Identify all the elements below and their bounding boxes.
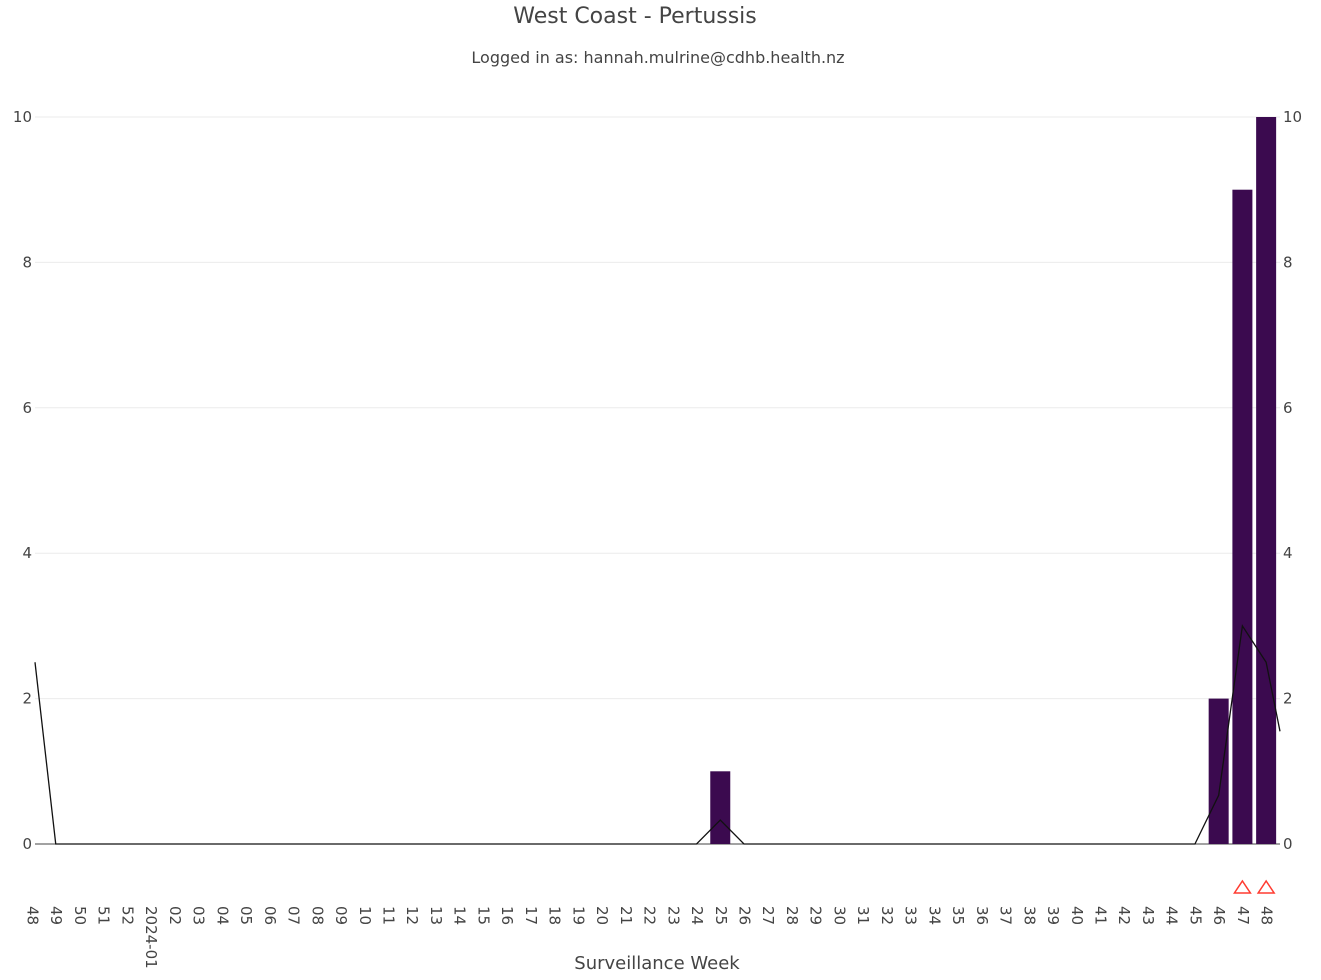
- y2-tick-label: 4: [1283, 544, 1293, 562]
- x-tick-label: 08: [308, 906, 326, 925]
- x-tick-label: 36: [973, 906, 991, 925]
- chart-subtitle: Logged in as: hannah.mulrine@cdhb.health…: [471, 48, 845, 67]
- y-tick-label: 4: [22, 544, 32, 562]
- x-tick-label: 41: [1092, 906, 1110, 925]
- x-tick-label: 47: [1234, 906, 1252, 925]
- x-tick-label: 50: [71, 906, 89, 925]
- y-tick-label: 8: [22, 253, 32, 271]
- x-tick-label: 2024-01: [142, 906, 160, 969]
- x-tick-label: 44: [1163, 906, 1181, 925]
- chart-title: West Coast - Pertussis: [513, 4, 757, 29]
- y-tick-label: 6: [22, 399, 32, 417]
- x-tick-label: 23: [664, 906, 682, 925]
- x-axis-title: Surveillance Week: [574, 953, 740, 974]
- x-tick-label: 04: [213, 906, 231, 925]
- y2-tick-label: 8: [1283, 253, 1293, 271]
- bar: [710, 771, 731, 844]
- x-tick-label: 02: [166, 906, 184, 925]
- x-tick-label: 33: [902, 906, 920, 925]
- y-tick-label: 0: [22, 835, 32, 853]
- x-tick-label: 16: [498, 906, 516, 925]
- x-tick-label: 48: [24, 906, 42, 925]
- x-tick-label: 42: [1115, 906, 1133, 925]
- x-tick-label: 46: [1210, 906, 1228, 925]
- x-tick-label: 14: [451, 906, 469, 925]
- x-tick-label: 48: [1258, 906, 1276, 925]
- bar: [1208, 698, 1229, 844]
- x-tick-label: 20: [593, 906, 611, 925]
- x-tick-label: 30: [830, 906, 848, 925]
- y2-tick-label: 10: [1283, 108, 1302, 126]
- alert-marker-icon: [1232, 879, 1252, 894]
- x-tick-label: 31: [854, 906, 872, 925]
- x-tick-label: 52: [118, 906, 136, 925]
- x-tick-label: 06: [261, 906, 279, 925]
- x-tick-label: 07: [285, 906, 303, 925]
- x-tick-label: 35: [949, 906, 967, 925]
- x-tick-label: 28: [783, 906, 801, 925]
- y-tick-label: 2: [22, 690, 32, 708]
- x-tick-label: 22: [641, 906, 659, 925]
- x-tick-label: 32: [878, 906, 896, 925]
- x-tick-label: 05: [237, 906, 255, 925]
- x-tick-label: 17: [522, 906, 540, 925]
- x-tick-label: 13: [427, 906, 445, 925]
- trend-line: [34, 624, 1281, 845]
- alert-marker-icon: [1256, 879, 1276, 894]
- x-tick-label: 40: [1068, 906, 1086, 925]
- y-tick-label: 10: [13, 108, 32, 126]
- x-tick-label: 34: [925, 906, 943, 925]
- x-tick-label: 45: [1186, 906, 1204, 925]
- y2-tick-label: 2: [1283, 690, 1293, 708]
- y2-tick-label: 6: [1283, 399, 1293, 417]
- y2-tick-label: 0: [1283, 835, 1293, 853]
- x-tick-label: 18: [546, 906, 564, 925]
- x-tick-label: 49: [47, 906, 65, 925]
- x-tick-label: 11: [380, 906, 398, 925]
- bar: [1256, 117, 1277, 844]
- x-tick-label: 12: [403, 906, 421, 925]
- x-tick-label: 26: [736, 906, 754, 925]
- x-tick-label: 03: [190, 906, 208, 925]
- x-tick-label: 39: [1044, 906, 1062, 925]
- x-tick-label: 27: [759, 906, 777, 925]
- x-tick-label: 43: [1139, 906, 1157, 925]
- x-tick-label: 24: [688, 906, 706, 925]
- x-tick-label: 09: [332, 906, 350, 925]
- x-tick-label: 38: [1020, 906, 1038, 925]
- x-tick-label: 29: [807, 906, 825, 925]
- x-tick-label: 10: [356, 906, 374, 925]
- bar: [1232, 189, 1253, 844]
- x-tick-label: 25: [712, 906, 730, 925]
- x-tick-label: 15: [474, 906, 492, 925]
- x-tick-label: 51: [95, 906, 113, 925]
- x-tick-label: 19: [569, 906, 587, 925]
- x-tick-label: 21: [617, 906, 635, 925]
- x-tick-label: 37: [997, 906, 1015, 925]
